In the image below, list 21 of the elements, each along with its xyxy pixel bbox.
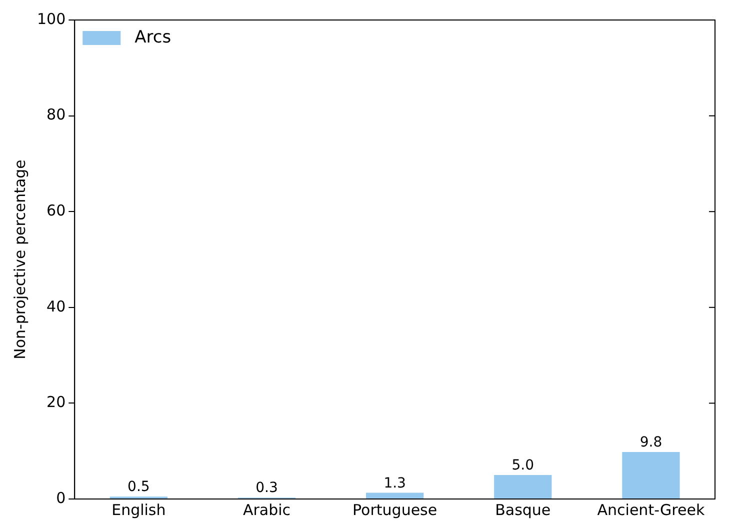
x-tick-label: Arabic — [242, 500, 291, 519]
y-tick-label: 40 — [46, 297, 66, 316]
data-label: 1.3 — [384, 475, 406, 492]
y-tick-label: 100 — [36, 10, 66, 28]
data-label: 5.0 — [512, 458, 534, 474]
bar — [622, 452, 680, 498]
data-label: 0.3 — [256, 480, 278, 496]
y-tick-label: 60 — [46, 201, 66, 220]
data-label: 0.5 — [128, 479, 150, 496]
data-label: 9.8 — [640, 434, 662, 451]
y-axis-title: Non-projective percentage — [10, 160, 29, 360]
legend-label: Arcs — [134, 27, 172, 48]
y-tick-label: 80 — [46, 106, 66, 124]
x-tick-label: English — [112, 500, 166, 519]
bar — [494, 475, 552, 498]
x-tick-label: Basque — [495, 500, 551, 519]
bar — [366, 492, 424, 498]
x-tick-label: Ancient-Greek — [597, 500, 705, 519]
x-tick-label: Portuguese — [352, 500, 438, 519]
y-tick-label: 0 — [56, 488, 66, 507]
y-tick-label: 20 — [46, 393, 66, 412]
